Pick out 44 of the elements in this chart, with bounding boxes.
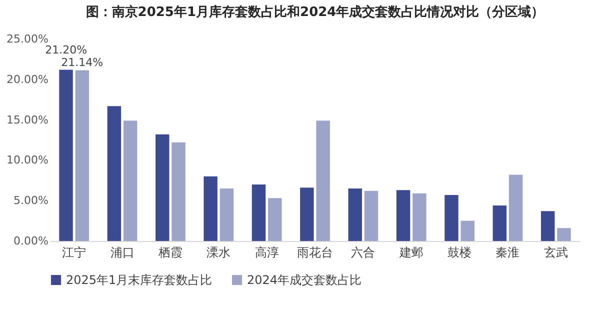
- x-tick-label: 雨花台: [297, 246, 333, 260]
- data-label: 21.20%: [45, 44, 88, 57]
- x-tick-label: 江宁: [62, 246, 86, 260]
- bar: [107, 106, 122, 241]
- bar: [204, 176, 218, 241]
- bar: [492, 205, 507, 241]
- bar: [268, 198, 282, 241]
- y-tick-label: 20.00%: [6, 72, 48, 86]
- legend-label: 2024年成交套数占比: [247, 273, 362, 287]
- bar: [316, 120, 330, 241]
- x-tick-label: 高淳: [254, 246, 279, 260]
- y-tick-label: 25.00%: [6, 32, 48, 46]
- bar: [252, 184, 266, 241]
- x-tick-label: 秦淮: [496, 246, 520, 260]
- x-tick-label: 六合: [351, 246, 376, 260]
- bar: [172, 142, 186, 241]
- bar: [460, 220, 474, 241]
- bar: [396, 190, 410, 241]
- bar: [123, 120, 138, 241]
- bar: [59, 70, 73, 241]
- x-tick-label: 栖霞: [157, 246, 182, 260]
- bar: [156, 134, 170, 241]
- x-tick-label: 溧水: [206, 246, 231, 260]
- y-tick-label: 15.00%: [6, 113, 48, 126]
- y-tick-label: 5.00%: [14, 194, 48, 208]
- bar: [364, 190, 378, 241]
- x-tick-label: 建邺: [398, 246, 424, 260]
- bar: [300, 188, 314, 241]
- x-tick-label: 浦口: [110, 246, 134, 260]
- bar: [557, 228, 571, 241]
- x-tick-label: 玄武: [544, 246, 568, 260]
- x-tick-label: 鼓楼: [448, 246, 472, 260]
- bar: [75, 70, 90, 241]
- bar: [444, 194, 458, 241]
- bar: [412, 193, 426, 241]
- bar: [220, 188, 234, 241]
- y-tick-label: 10.00%: [6, 154, 48, 167]
- chart-title: 图：南京2025年1月库存套数占比和2024年成交套数占比情况对比（分区域）: [86, 4, 544, 20]
- bar: [540, 211, 555, 241]
- data-label: 21.14%: [61, 56, 104, 70]
- bar: [348, 188, 362, 241]
- legend-label: 2025年1月末库存套数占比: [66, 273, 212, 287]
- y-tick-label: 0.00%: [14, 234, 48, 248]
- bar: [508, 174, 523, 241]
